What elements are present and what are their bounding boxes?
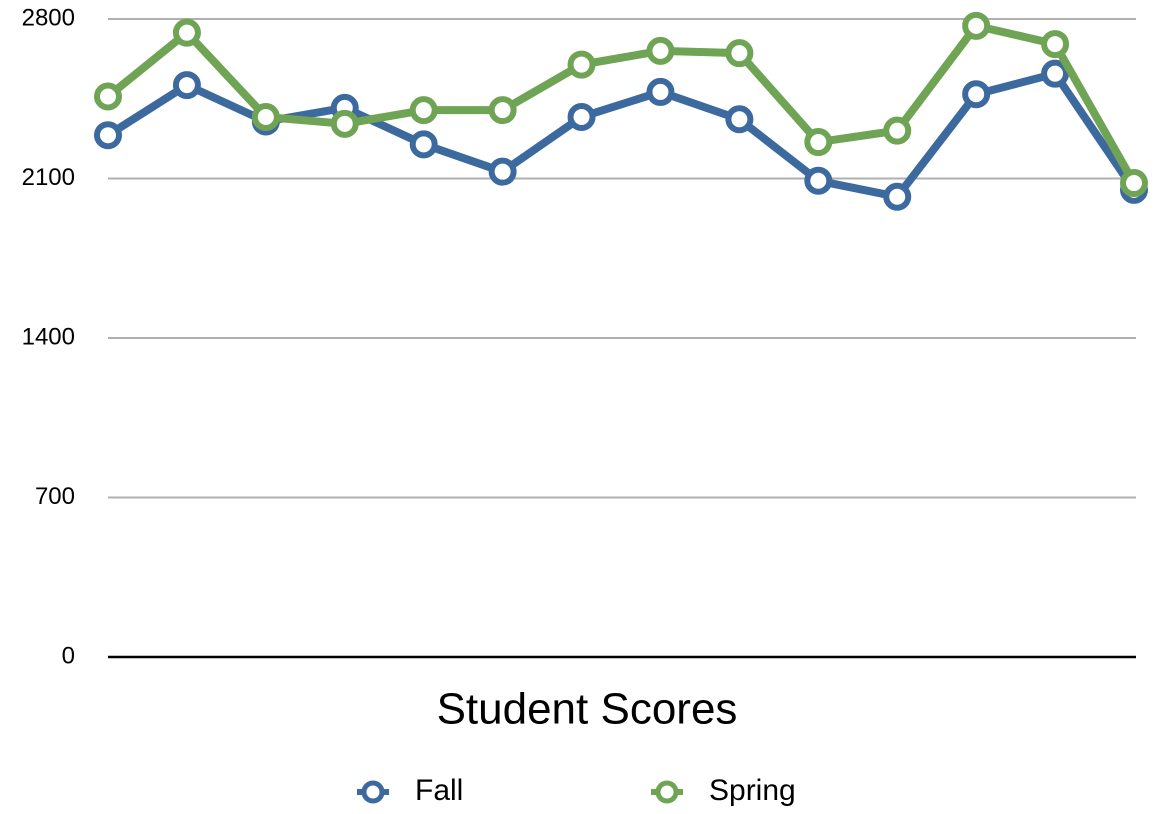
- point: [646, 77, 675, 106]
- point: [883, 182, 912, 211]
- y-tick-label: 1400: [22, 323, 75, 350]
- y-tick-label: 700: [35, 483, 75, 510]
- point: [883, 116, 912, 145]
- point: [488, 96, 517, 125]
- point: [172, 18, 201, 47]
- chart-title: Student Scores: [437, 685, 738, 734]
- y-tick-label: 2100: [22, 164, 75, 191]
- point: [804, 128, 833, 157]
- point: [94, 82, 122, 111]
- point: [409, 130, 438, 159]
- point: [330, 109, 359, 138]
- legend-marker: [655, 780, 679, 804]
- point: [1041, 30, 1070, 59]
- point: [409, 96, 438, 125]
- point: [172, 71, 201, 100]
- point: [804, 166, 833, 195]
- point: [567, 102, 596, 131]
- legend-label: Fall: [415, 774, 463, 807]
- y-tick-label: 2800: [22, 4, 75, 31]
- point: [725, 105, 754, 134]
- point: [646, 36, 675, 65]
- legend-label: Spring: [709, 774, 796, 807]
- point: [488, 157, 517, 186]
- legend-marker: [361, 780, 385, 804]
- point: [1120, 169, 1148, 198]
- point: [567, 50, 596, 79]
- point: [725, 39, 754, 68]
- point: [1041, 59, 1070, 88]
- point: [962, 80, 991, 109]
- point: [962, 11, 991, 40]
- point: [251, 102, 280, 131]
- y-tick-label: 0: [62, 642, 75, 669]
- point: [94, 121, 122, 150]
